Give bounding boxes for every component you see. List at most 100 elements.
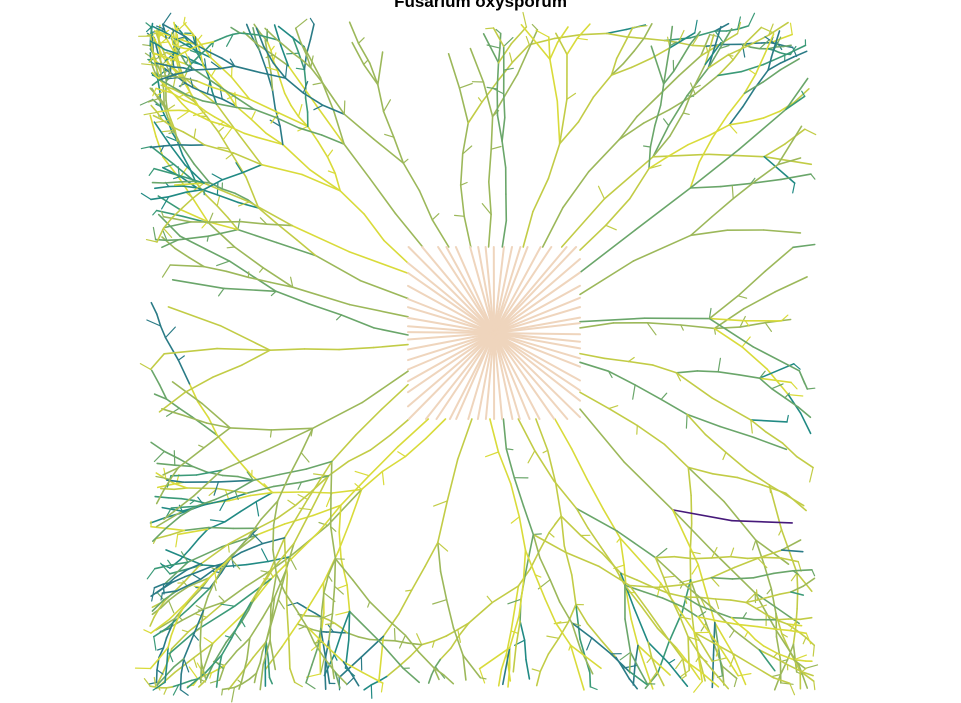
hypha-segment bbox=[497, 47, 501, 64]
hypha-segment bbox=[622, 667, 631, 680]
hypha-twig bbox=[485, 27, 495, 30]
hypha-segment bbox=[172, 575, 186, 583]
hypha-twig bbox=[156, 89, 165, 97]
hypha-segment bbox=[603, 357, 630, 363]
hypha-segment bbox=[158, 383, 168, 400]
hypha-twig bbox=[715, 645, 720, 657]
hypha-segment bbox=[338, 656, 363, 679]
hypha-segment bbox=[673, 555, 694, 560]
hypha-segment bbox=[208, 563, 223, 569]
hypha-segment bbox=[201, 100, 221, 105]
hypha-segment bbox=[256, 523, 286, 536]
hypha-segment bbox=[575, 507, 589, 529]
hypha-twig bbox=[460, 181, 468, 186]
hypha-segment bbox=[161, 407, 186, 417]
hypha-twig bbox=[167, 559, 172, 566]
hypha-twig bbox=[327, 574, 333, 582]
hypha-segment bbox=[518, 582, 525, 617]
hypha-twig bbox=[197, 609, 204, 612]
hypha-segment bbox=[333, 632, 343, 656]
hypha-segment bbox=[248, 672, 258, 680]
hypha-segment bbox=[497, 451, 512, 485]
hypha-twig bbox=[313, 104, 324, 111]
hypha-segment bbox=[240, 542, 264, 554]
hypha-segment bbox=[305, 53, 312, 69]
hypha-segment bbox=[207, 526, 234, 530]
hypha-twig bbox=[486, 44, 501, 49]
hypha-segment bbox=[388, 620, 407, 637]
hypha-segment bbox=[265, 223, 293, 227]
hypha-segment bbox=[754, 539, 765, 566]
hypha-segment bbox=[181, 102, 191, 112]
hypha-twig bbox=[717, 357, 722, 373]
hypha-segment bbox=[260, 500, 279, 521]
hypha-segment bbox=[240, 220, 268, 225]
hypha-twig bbox=[336, 314, 343, 321]
hypha-twig bbox=[184, 51, 192, 66]
hypha-segment bbox=[284, 46, 295, 55]
hypha-segment bbox=[338, 531, 342, 560]
hypha-segment bbox=[164, 336, 180, 362]
hypha-segment bbox=[191, 68, 207, 71]
hypha-segment bbox=[198, 679, 207, 688]
hypha-twig bbox=[744, 320, 750, 327]
hypha-segment bbox=[697, 616, 720, 647]
hypha-segment bbox=[599, 546, 615, 567]
hypha-segment bbox=[170, 91, 186, 102]
hypha-segment bbox=[324, 640, 330, 658]
hypha-twig bbox=[152, 681, 166, 691]
hypha-segment bbox=[239, 32, 260, 36]
hypha-segment bbox=[173, 657, 195, 674]
hypha-segment bbox=[209, 85, 224, 92]
hypha-segment bbox=[779, 658, 789, 676]
hypha-segment bbox=[211, 90, 218, 106]
hypha-segment bbox=[381, 455, 407, 473]
hypha-segment bbox=[459, 153, 464, 186]
hypha-segment bbox=[736, 476, 763, 486]
hypha-segment bbox=[615, 42, 626, 60]
hypha-segment bbox=[192, 469, 223, 497]
hypha-segment bbox=[156, 313, 162, 327]
core-spoke bbox=[445, 246, 495, 334]
hypha-segment bbox=[219, 324, 271, 352]
hypha-segment bbox=[798, 369, 809, 390]
hypha-segment bbox=[378, 675, 388, 682]
hypha-segment bbox=[786, 663, 803, 673]
hypha-segment bbox=[211, 364, 243, 379]
hypha-segment bbox=[149, 114, 157, 138]
hypha-segment bbox=[570, 447, 588, 480]
hypha-segment bbox=[650, 656, 658, 673]
hypha-twig bbox=[780, 682, 794, 685]
hypha-segment bbox=[667, 592, 686, 598]
hypha-segment bbox=[534, 41, 551, 61]
hypha-segment bbox=[305, 625, 316, 644]
hypha-segment bbox=[342, 661, 350, 671]
core-spoke bbox=[493, 332, 531, 420]
hypha-segment bbox=[221, 98, 237, 107]
hypha-segment bbox=[622, 50, 635, 65]
hypha-segment bbox=[347, 610, 351, 641]
hypha-segment bbox=[798, 659, 807, 662]
hypha-segment bbox=[385, 665, 400, 678]
hypha-segment bbox=[509, 482, 521, 518]
hypha-segment bbox=[157, 44, 166, 51]
hypha-segment bbox=[173, 21, 176, 29]
hypha-segment bbox=[327, 640, 335, 680]
hypha-segment bbox=[163, 590, 178, 601]
hypha-segment bbox=[784, 396, 799, 408]
hypha-twig bbox=[326, 149, 334, 158]
hypha-segment bbox=[156, 462, 176, 467]
hypha-segment bbox=[203, 499, 227, 506]
hypha-twig bbox=[679, 616, 692, 620]
hypha-segment bbox=[433, 635, 448, 642]
hypha-segment bbox=[369, 434, 392, 451]
hypha-segment bbox=[287, 451, 303, 478]
hypha-segment bbox=[496, 61, 500, 90]
hypha-segment bbox=[185, 93, 204, 102]
hypha-segment bbox=[179, 548, 191, 561]
hypha-segment bbox=[710, 555, 732, 559]
core-spoke bbox=[407, 332, 495, 371]
hypha-segment bbox=[592, 74, 613, 99]
core-spoke bbox=[493, 296, 581, 334]
hypha-segment bbox=[738, 373, 761, 380]
